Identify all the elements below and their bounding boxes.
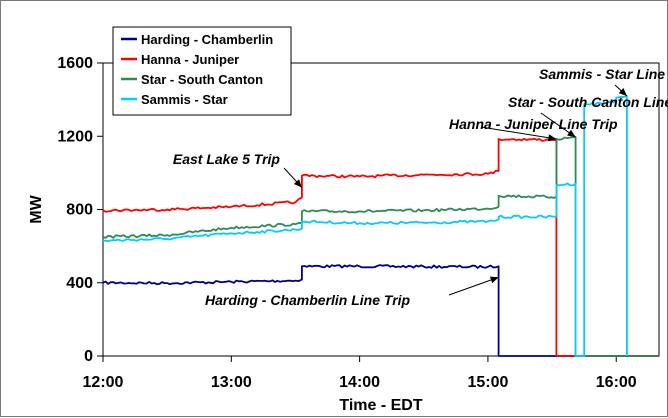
x-tick-label: 13:00 — [211, 374, 252, 391]
annotation-layer: Sammis - Star Line Trip Star - South Cant… — [173, 66, 668, 308]
series-line-sammis-star — [102, 95, 628, 357]
annotation-arrowhead — [489, 276, 499, 284]
plot-area: 0 400 800 1200 1600 12:00 13:00 14:00 15:00 16:00… — [28, 55, 660, 414]
legend: Harding - Chamberlin Hanna - Juniper Star … — [112, 26, 292, 116]
y-tick-label: 1200 — [57, 128, 93, 145]
y-tick-label: 1600 — [57, 55, 93, 72]
y-tick-label: 0 — [84, 348, 93, 365]
annotation-label: Sammis - Star Line Trip — [539, 66, 668, 82]
y-tick-label: 400 — [66, 275, 93, 292]
series-line-harding-chamberlin — [102, 264, 659, 357]
y-tick-label: 800 — [66, 202, 93, 219]
annotation-arrowhead — [547, 134, 557, 142]
annotation-label: East Lake 5 Trip — [173, 151, 281, 167]
series-line-hanna-juniper — [102, 137, 659, 357]
annotation-label: Star - South Canton Line Trip — [508, 94, 668, 110]
annotation-arrow-line — [448, 276, 499, 296]
legend-label: Sammis - Star — [141, 92, 228, 107]
x-tick-label: 14:00 — [339, 374, 380, 391]
annotation-arrowhead — [618, 87, 627, 96]
x-tick-label: 16:00 — [596, 374, 637, 391]
x-tick-label: 12:00 — [83, 374, 124, 391]
annotation-arrow-line — [480, 126, 557, 140]
legend-label: Harding - Chamberlin — [141, 32, 273, 47]
annotation-arrowhead — [293, 179, 302, 188]
legend-label: Hanna - Juniper — [141, 52, 239, 67]
x-tick-label: 15:00 — [467, 374, 508, 391]
y-axis-title: MW — [28, 194, 45, 223]
legend-label: Star - South Canton — [141, 72, 263, 87]
series-line-star-south-canton — [102, 136, 659, 357]
annotation-label: Hanna - Juniper Line Trip — [449, 116, 618, 132]
annotation-label: Harding - Chamberlin Line Trip — [205, 292, 411, 308]
series-layer — [102, 95, 659, 357]
annotation-arrowhead — [567, 129, 576, 138]
x-axis-title: Time - EDT — [339, 397, 423, 414]
legend-box — [112, 26, 292, 116]
